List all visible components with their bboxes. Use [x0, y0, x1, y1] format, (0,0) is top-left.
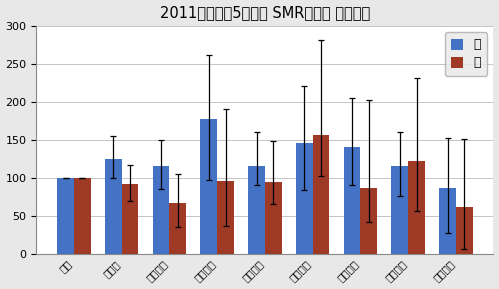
Bar: [296, 143, 313, 254]
Bar: [265, 182, 281, 254]
Bar: [74, 178, 91, 254]
Bar: [344, 147, 360, 254]
Bar: [217, 181, 234, 254]
Bar: [153, 166, 169, 254]
Bar: [439, 188, 456, 254]
Bar: [392, 166, 408, 254]
Bar: [201, 119, 217, 254]
Bar: [122, 184, 138, 254]
Bar: [57, 178, 74, 254]
Bar: [169, 203, 186, 254]
Bar: [360, 188, 377, 254]
Bar: [408, 161, 425, 254]
Bar: [313, 135, 329, 254]
Bar: [248, 166, 265, 254]
Bar: [105, 159, 122, 254]
Legend: 男, 女: 男, 女: [445, 32, 487, 76]
Bar: [456, 208, 473, 254]
Title: 2011年中心の5年平均 SMR（自死 全年齢）: 2011年中心の5年平均 SMR（自死 全年齢）: [160, 5, 370, 21]
